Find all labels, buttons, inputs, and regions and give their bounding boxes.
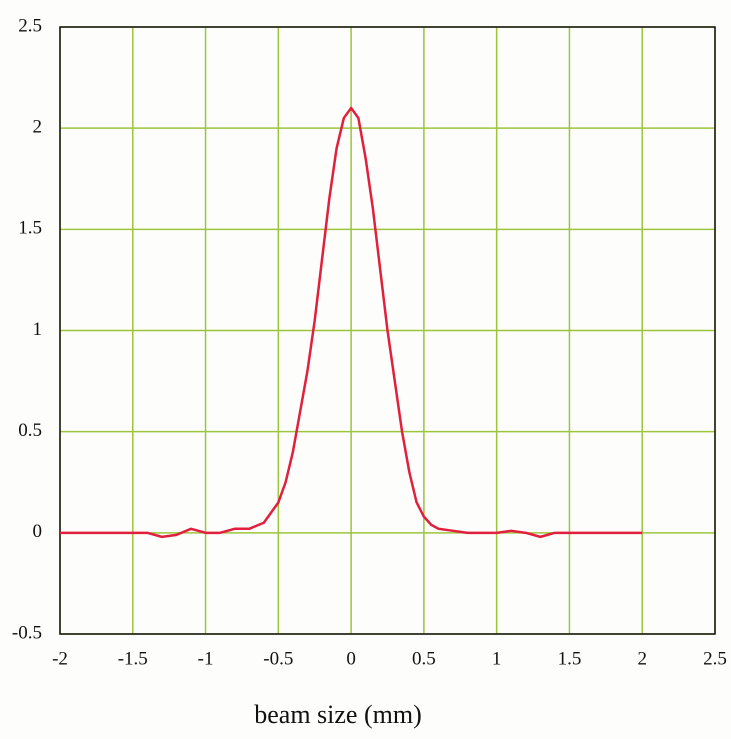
y-tick-label: 2.5	[18, 15, 42, 36]
data-line	[60, 106, 643, 539]
y-tick-label: 1.5	[18, 218, 42, 239]
y-tick-label: 2	[33, 117, 43, 138]
x-tick-label: -1	[198, 648, 214, 669]
x-axis-label: beam size (mm)	[254, 700, 422, 729]
x-tick-label: -0.5	[263, 648, 293, 669]
x-tick-label: -1.5	[118, 648, 148, 669]
y-tick-label: 0.5	[18, 420, 42, 441]
y-tick-label: 1	[33, 319, 43, 340]
y-tick-label: -0.5	[12, 622, 42, 643]
x-tick-label: 2.5	[703, 648, 727, 669]
x-tick-label: 1	[492, 648, 502, 669]
x-tick-label: 1.5	[558, 648, 582, 669]
y-tick-label: 0	[33, 521, 43, 542]
x-tick-label: 0	[346, 648, 356, 669]
x-tick-label: -2	[52, 648, 68, 669]
x-tick-label: 2	[637, 648, 647, 669]
plot-frame	[59, 26, 716, 635]
x-tick-label: 0.5	[412, 648, 436, 669]
